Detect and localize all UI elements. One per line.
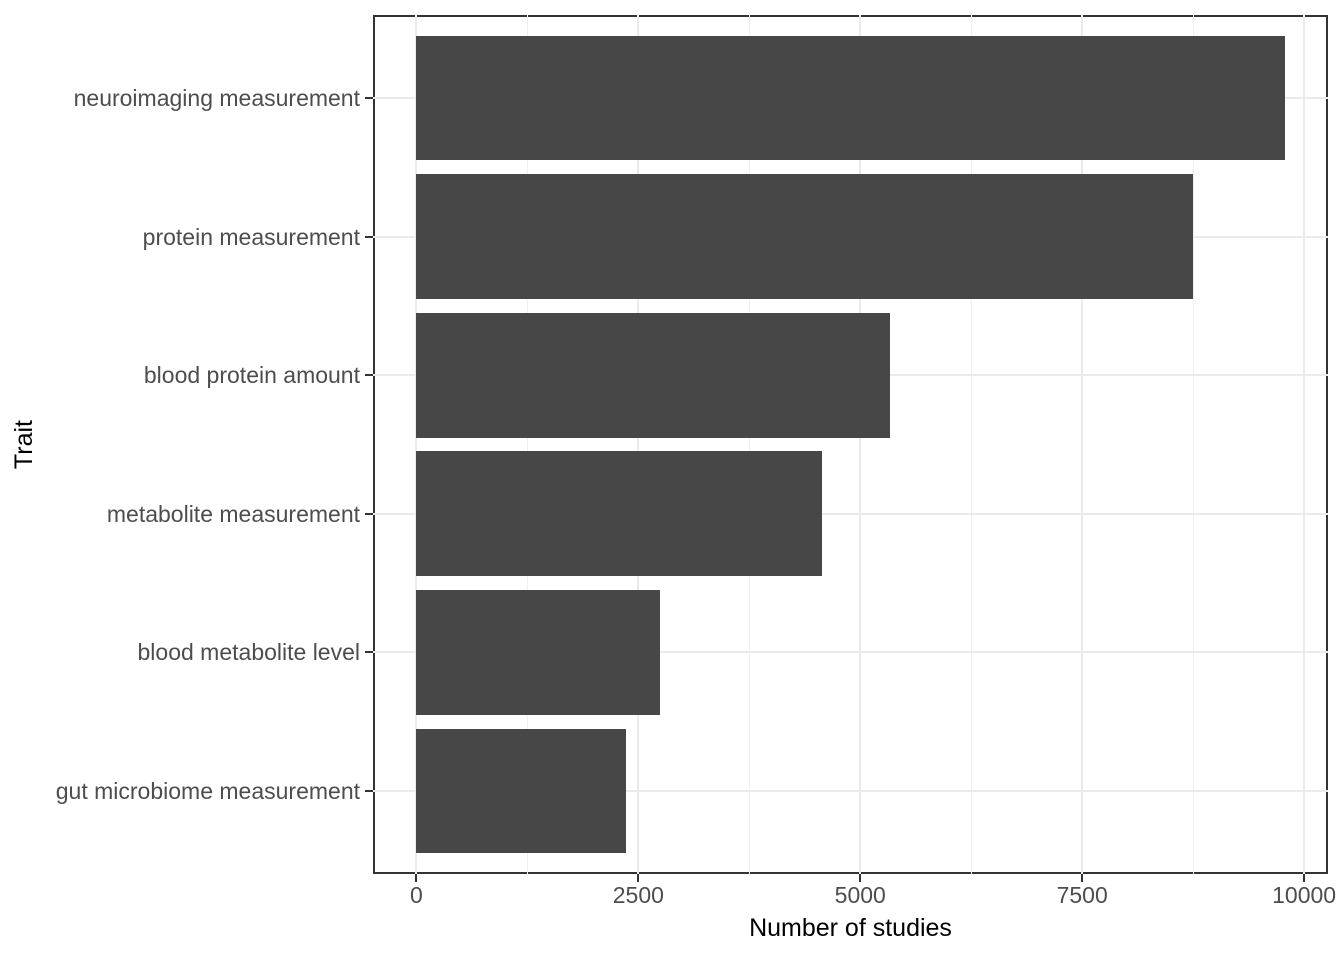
y-axis-title: Trait xyxy=(9,419,38,470)
x-tick-mark xyxy=(637,874,640,882)
category-gridline xyxy=(373,651,1328,654)
x-tick-label: 7500 xyxy=(1056,882,1108,908)
x-tick-mark xyxy=(1303,874,1306,882)
major-gridline xyxy=(859,15,862,874)
plot-panel xyxy=(373,15,1328,874)
y-category-label: gut microbiome measurement xyxy=(55,777,360,804)
major-gridline xyxy=(1303,15,1306,874)
x-tick-mark xyxy=(859,874,862,882)
major-gridline xyxy=(415,15,418,874)
y-category-label: neuroimaging measurement xyxy=(73,85,360,112)
major-gridline xyxy=(1081,15,1084,874)
minor-gridline xyxy=(749,15,751,874)
bar xyxy=(416,451,823,577)
y-category-label: blood metabolite level xyxy=(137,639,360,666)
y-category-label: blood protein amount xyxy=(143,362,360,389)
bar xyxy=(416,728,626,854)
y-category-label: metabolite measurement xyxy=(106,500,360,527)
x-tick-label: 5000 xyxy=(834,882,886,908)
x-tick-mark xyxy=(1081,874,1084,882)
bar xyxy=(416,589,660,715)
x-tick-mark xyxy=(415,874,418,882)
x-tick-label: 10000 xyxy=(1272,882,1337,908)
x-axis-title: Number of studies xyxy=(749,914,952,942)
y-tick-mark xyxy=(365,235,373,238)
major-gridline xyxy=(637,15,640,874)
y-tick-mark xyxy=(365,374,373,377)
y-tick-mark xyxy=(365,512,373,515)
y-tick-mark xyxy=(365,97,373,100)
y-category-label: protein measurement xyxy=(142,223,360,250)
x-tick-label: 2500 xyxy=(612,882,664,908)
bar xyxy=(416,312,891,438)
y-tick-mark xyxy=(365,651,373,654)
bar xyxy=(416,174,1194,300)
minor-gridline xyxy=(1193,15,1195,874)
minor-gridline xyxy=(971,15,973,874)
y-tick-mark xyxy=(365,789,373,792)
x-tick-label: 0 xyxy=(410,882,423,908)
bar xyxy=(416,35,1285,161)
category-gridline xyxy=(373,789,1328,792)
minor-gridline xyxy=(527,15,529,874)
category-gridline xyxy=(373,512,1328,515)
y-axis-title-container: Trait xyxy=(8,15,40,874)
